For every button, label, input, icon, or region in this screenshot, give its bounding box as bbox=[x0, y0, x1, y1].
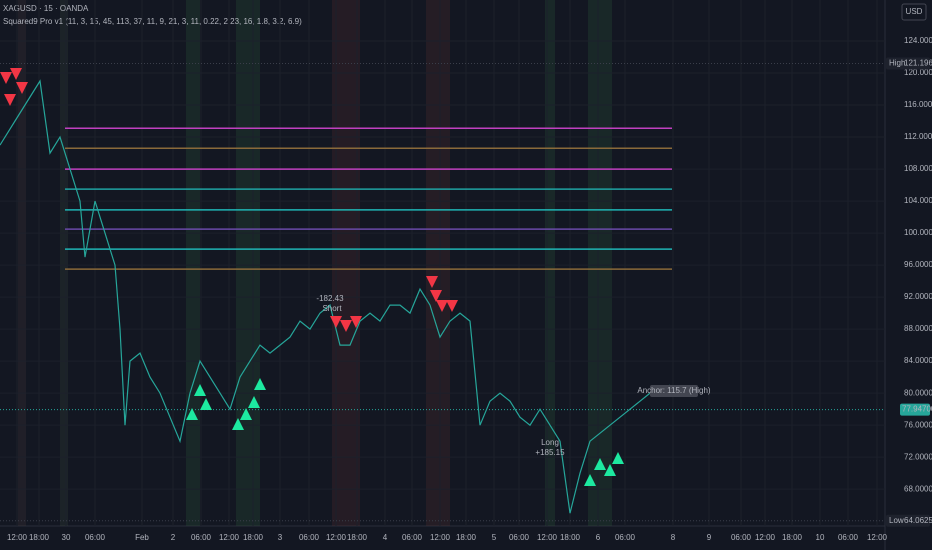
price-label-value: 77.94700 bbox=[902, 405, 932, 414]
x-tick-label: 4 bbox=[383, 533, 388, 542]
price-label-value: 64.06255 bbox=[904, 516, 932, 525]
indicator-title: Squared9 Pro v1 (11, 3, 15, 45, 113, 37,… bbox=[3, 17, 302, 26]
x-tick-label: 6 bbox=[596, 533, 601, 542]
y-tick-label: 72.00000 bbox=[904, 452, 932, 461]
annotation: -182.43 bbox=[316, 294, 344, 303]
anchor-label-box bbox=[650, 385, 698, 397]
x-tick-label: Feb bbox=[135, 533, 149, 542]
x-tick-label: 9 bbox=[707, 533, 712, 542]
y-tick-label: 68.00000 bbox=[904, 484, 932, 493]
short-signal bbox=[436, 300, 448, 312]
x-tick-label: 12:00 bbox=[867, 533, 888, 542]
long-signal bbox=[612, 452, 624, 464]
y-tick-label: 96.00000 bbox=[904, 260, 932, 269]
x-tick-label: 06:00 bbox=[509, 533, 530, 542]
long-signal bbox=[200, 398, 212, 410]
y-tick-label: 80.00000 bbox=[904, 388, 932, 397]
long-signal bbox=[232, 418, 244, 430]
band bbox=[186, 0, 200, 526]
x-tick-label: 8 bbox=[671, 533, 676, 542]
price-label-value: 121.19600 bbox=[904, 59, 932, 68]
band bbox=[545, 0, 555, 526]
x-tick-label: 18:00 bbox=[29, 533, 50, 542]
y-tick-label: 112.00000 bbox=[904, 132, 932, 141]
currency-button[interactable] bbox=[901, 3, 927, 21]
price-label-name: High bbox=[889, 59, 905, 68]
currency[interactable]: USD bbox=[906, 7, 923, 16]
x-tick-label: 06:00 bbox=[191, 533, 212, 542]
y-tick-label: 88.00000 bbox=[904, 324, 932, 333]
band bbox=[426, 0, 450, 526]
long-signal bbox=[254, 378, 266, 390]
short-signal bbox=[0, 72, 12, 84]
x-tick-label: 18:00 bbox=[347, 533, 368, 542]
band bbox=[236, 0, 260, 526]
x-tick-label: 06:00 bbox=[838, 533, 859, 542]
annotation: Short bbox=[322, 304, 342, 313]
short-signal bbox=[350, 316, 362, 328]
short-signal bbox=[10, 68, 22, 80]
y-tick-label: 76.00000 bbox=[904, 420, 932, 429]
band bbox=[60, 0, 68, 526]
x-tick-label: 5 bbox=[492, 533, 497, 542]
y-tick-label: 108.00000 bbox=[904, 164, 932, 173]
x-tick-label: 18:00 bbox=[456, 533, 477, 542]
x-tick-label: 10 bbox=[816, 533, 825, 542]
annotation: Long bbox=[541, 438, 559, 447]
x-tick-label: 06:00 bbox=[85, 533, 106, 542]
y-tick-label: 92.00000 bbox=[904, 292, 932, 301]
long-signal bbox=[604, 464, 616, 476]
short-signal bbox=[446, 300, 458, 312]
y-tick-label: 116.00000 bbox=[904, 100, 932, 109]
x-tick-label: 3 bbox=[278, 533, 283, 542]
y-tick-label: 120.00000 bbox=[904, 68, 932, 77]
long-signal bbox=[186, 408, 198, 420]
x-tick-label: 2 bbox=[171, 533, 176, 542]
band bbox=[332, 0, 360, 526]
x-tick-label: 18:00 bbox=[782, 533, 803, 542]
x-tick-label: 12:00 bbox=[755, 533, 776, 542]
band bbox=[588, 0, 612, 526]
long-signal bbox=[584, 474, 596, 486]
session-bands bbox=[18, 0, 612, 526]
x-tick-label: 30 bbox=[62, 533, 71, 542]
symbol-title: XAGUSD · 15 · OANDA bbox=[3, 4, 89, 13]
annotation: Anchor: 115.7 (High) bbox=[637, 386, 711, 395]
long-signal bbox=[248, 396, 260, 408]
price-label-box bbox=[900, 403, 930, 416]
y-tick-label: 124.00000 bbox=[904, 36, 932, 45]
short-signal bbox=[426, 276, 438, 288]
annotation: +185.15 bbox=[535, 448, 565, 457]
y-tick-label: 100.00000 bbox=[904, 228, 932, 237]
short-signal bbox=[16, 82, 28, 94]
x-tick-label: 06:00 bbox=[402, 533, 423, 542]
price-label-name: Low bbox=[889, 516, 904, 525]
short-signal bbox=[430, 290, 442, 302]
short-signal bbox=[340, 320, 352, 332]
y-tick-label: 84.00000 bbox=[904, 356, 932, 365]
y-tick-label: 104.00000 bbox=[904, 196, 932, 205]
long-signal bbox=[240, 408, 252, 420]
x-tick-label: 12:00 bbox=[537, 533, 558, 542]
x-tick-label: 06:00 bbox=[299, 533, 320, 542]
x-tick-label: 12:00 bbox=[7, 533, 28, 542]
price-label-box bbox=[886, 514, 930, 527]
x-tick-label: 06:00 bbox=[731, 533, 752, 542]
long-signal bbox=[194, 384, 206, 396]
long-signal bbox=[594, 458, 606, 470]
x-tick-label: 18:00 bbox=[243, 533, 264, 542]
x-tick-label: 12:00 bbox=[219, 533, 240, 542]
x-tick-label: 12:00 bbox=[326, 533, 347, 542]
short-signal bbox=[330, 316, 342, 328]
x-tick-label: 18:00 bbox=[560, 533, 581, 542]
x-tick-label: 12:00 bbox=[430, 533, 451, 542]
short-signal bbox=[4, 94, 16, 106]
x-tick-label: 06:00 bbox=[615, 533, 636, 542]
price-label-box bbox=[886, 57, 930, 70]
price-line bbox=[0, 79, 671, 514]
band bbox=[18, 0, 26, 526]
